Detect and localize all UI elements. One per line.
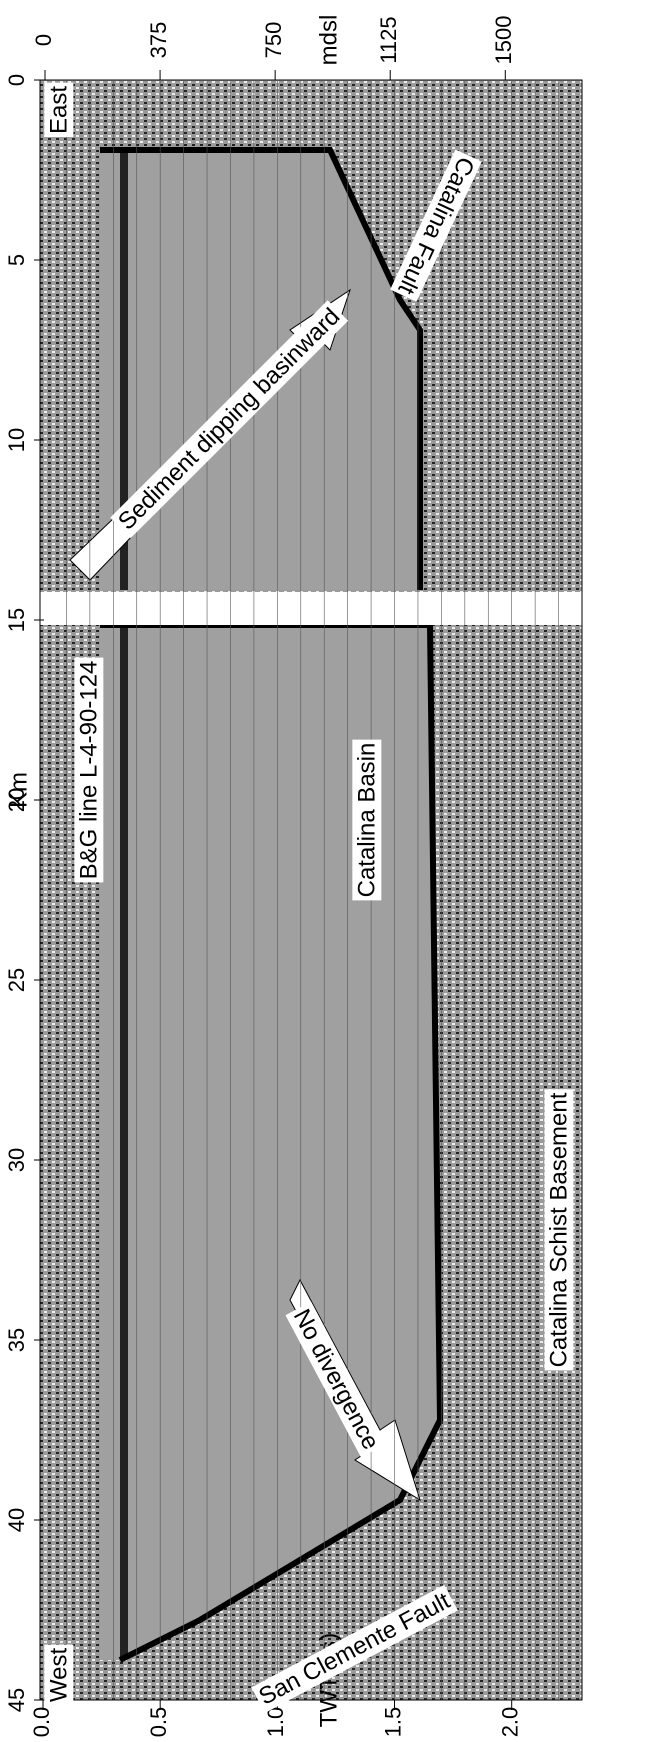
x2-tick-label: 375: [146, 22, 171, 59]
x2-tick-label: 1125: [376, 16, 401, 63]
y-tick-label: 45: [4, 1688, 29, 1712]
x-tick-label: 0.5: [146, 1707, 171, 1737]
x2-tick-label: 750: [261, 22, 286, 59]
gap: [40, 592, 582, 625]
annotation: Catalina Basin: [353, 743, 380, 898]
figure: Km TWTT(s) mdsl 0510152025303540450.00.5…: [0, 0, 645, 1737]
x-tick-label: 1.5: [380, 1707, 405, 1737]
y-tick-label: 15: [4, 608, 29, 632]
y-tick-label: 30: [4, 1148, 29, 1172]
reflector: [120, 80, 128, 1700]
x-tick-label: 2.0: [498, 1707, 523, 1737]
annotation: Catalina Schist Basement: [545, 1092, 572, 1367]
axis-label: mdsl: [315, 15, 342, 66]
annotation: East: [45, 86, 72, 134]
y-tick-label: 10: [4, 428, 29, 452]
annotation: B&G line L-4-90-124: [75, 661, 102, 880]
y-tick-label: 25: [4, 968, 29, 992]
y-tick-label: 40: [4, 1508, 29, 1532]
y-tick-label: 0: [4, 74, 29, 86]
annotation: West: [45, 1648, 72, 1703]
y-tick-label: 20: [4, 788, 29, 812]
x-tick-label: 0.0: [29, 1707, 54, 1737]
x2-tick-label: 1500: [491, 16, 516, 65]
x2-tick-label: 0: [31, 34, 56, 46]
y-tick-label: 5: [4, 254, 29, 266]
y-tick-label: 35: [4, 1328, 29, 1352]
